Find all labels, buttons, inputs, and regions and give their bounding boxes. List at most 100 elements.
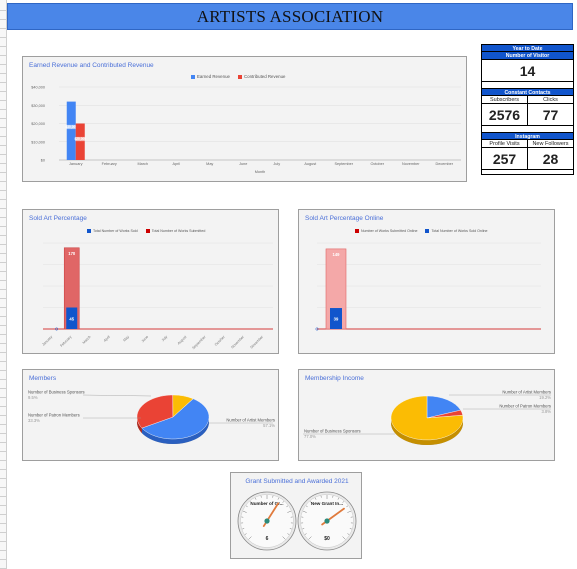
x-tick-label: June — [239, 162, 247, 166]
x-tick-label: December — [435, 162, 453, 166]
x-tick-label: July — [161, 335, 168, 342]
bar-label-sold-online: 39 — [334, 317, 339, 322]
legend-item-sold-online: Total Number of Works Sold Online — [425, 229, 488, 234]
x-tick-label: August — [304, 162, 317, 166]
gauge-label: Number of Gr... — [250, 501, 283, 506]
x-axis-title: Month — [255, 170, 266, 174]
slice-percent-label: 3.8% — [541, 409, 551, 414]
members-chart-card[interactable]: Members Number of Business Sponsors 9.5% N… — [22, 369, 279, 461]
grant-gauge-title: Grant Submitted and Awarded 2021 — [245, 478, 349, 485]
sold-art-chart-plot: January February March April May June July Augu… — [41, 242, 273, 350]
slice-percent-label: 57.1% — [263, 423, 275, 428]
x-tick-label: February — [59, 335, 72, 348]
y-tick-label: $20,000 — [31, 122, 45, 126]
clicks-label: Clicks — [528, 96, 574, 104]
x-tick-label: October — [214, 334, 226, 346]
ig-values-row: 257 28 — [481, 148, 574, 170]
grant-gauges: Number of Gr... 6 New Grant In... $0 — [237, 491, 357, 551]
members-chart-title: Members — [29, 375, 57, 382]
income-chart-card[interactable]: Membership Income Number of Artist Membe… — [298, 369, 555, 461]
pie-slice-number-of-artist-members — [141, 398, 210, 440]
x-tick-label: March — [82, 335, 92, 345]
visitors-header: Number of Visitor — [481, 52, 574, 60]
gauge-tick — [248, 536, 252, 540]
legend-item-works-sold: Total Number of Works Sold — [87, 229, 138, 234]
new-followers-value: 28 — [528, 148, 574, 170]
clicks-value: 77 — [528, 104, 574, 126]
revenue-chart-card[interactable]: Earned Revenue and Contributed Revenue E… — [22, 56, 467, 182]
gauge-tick — [277, 497, 279, 500]
gauge-tick — [244, 533, 247, 535]
x-tick-label: January — [41, 335, 53, 347]
x-tick-label: September — [334, 162, 353, 166]
x-tick-label: February — [102, 162, 117, 166]
legend-item-earned: Earned Revenue — [191, 74, 230, 79]
legend-item-contributed: Contributed Revenue — [237, 74, 285, 79]
slice-percent-label: 19.2% — [539, 395, 551, 400]
slice-percent-label: 77.0% — [304, 434, 316, 439]
bar-label-submitted-online: 149 — [333, 252, 341, 257]
bar-label-works-submitted: 170 — [68, 251, 76, 256]
grant-gauge-card[interactable]: Grant Submitted and Awarded 2021 Number … — [230, 472, 362, 559]
x-tick-label: July — [273, 162, 280, 166]
sold-online-chart-title: Sold Art Percentage Online — [305, 215, 384, 222]
stats-spacer — [481, 170, 574, 175]
bar-works-sold — [66, 307, 78, 329]
y-tick-label: $30,000 — [31, 104, 45, 108]
page-title: ARTISTS ASSOCIATION — [196, 6, 384, 26]
ytd-header: Year to Date — [481, 44, 574, 52]
gauge-tick — [282, 536, 286, 540]
gauge-tick — [242, 510, 247, 513]
legend-item-works-submitted: Total Number of Works Submitted — [145, 229, 205, 234]
data-label: $20,000 — [74, 137, 86, 141]
gauge-tick — [342, 536, 346, 540]
slice-percent-label: 9.5% — [28, 395, 38, 400]
gauge-tick — [287, 533, 290, 535]
visitors-value: 14 — [481, 60, 574, 82]
gauge-tick — [289, 528, 292, 530]
data-label-bg — [75, 136, 86, 142]
sold-online-chart-plot: 149 39 — [315, 242, 541, 331]
gauge-tick — [315, 497, 317, 500]
zero-marker — [315, 327, 319, 331]
ig-labels-row: Profile Visits New Followers — [481, 140, 574, 148]
gauge-label: New Grant In... — [311, 501, 343, 506]
gauge-tick — [282, 501, 285, 503]
cc-values-row: 2576 77 — [481, 104, 574, 126]
gauge-tick — [349, 528, 352, 530]
zero-marker — [55, 327, 59, 331]
row-gutter — [0, 0, 7, 569]
gauge-tick — [347, 510, 352, 513]
pie-slice-number-of-business-sponsors — [390, 395, 464, 441]
slice-name-label: Number of Business Sponsors — [28, 390, 85, 395]
instagram-header: Instagram — [481, 132, 574, 140]
slice-name-label: Number of Business Sponsors — [304, 429, 361, 434]
gauge-tick — [286, 505, 289, 508]
revenue-chart-title: Earned Revenue and Contributed Revenue — [29, 62, 154, 69]
stats-spacer — [481, 82, 574, 88]
gauge-tick — [346, 505, 349, 508]
gauge-tick — [342, 501, 345, 503]
bar-earned-revenue — [66, 101, 76, 160]
revenue-chart-legend: Earned Revenue Contributed Revenue — [191, 74, 285, 79]
data-label: $30,000 — [65, 125, 77, 129]
x-tick-label: May — [206, 162, 213, 166]
gauge-hub — [264, 518, 270, 524]
subscribers-label: Subscribers — [481, 96, 528, 104]
new-followers-label: New Followers — [528, 140, 574, 148]
gauge-tick — [337, 497, 339, 500]
bar-label-works-sold: 45 — [69, 316, 74, 321]
sold-art-chart-card[interactable]: Sold Art Percentage Total Number of Work… — [22, 209, 279, 354]
data-label-bg — [66, 124, 77, 130]
x-tick-label: April — [103, 335, 111, 343]
slice-name-label: Number of Patron Members — [499, 404, 551, 409]
gauge-value: $0 — [324, 536, 330, 542]
sold-online-chart-card[interactable]: Sold Art Percentage Online Number of Wor… — [298, 209, 555, 354]
sold-online-legend: Number of Works Submitted Online Total N… — [355, 229, 488, 234]
x-tick-label: March — [137, 162, 148, 166]
y-tick-label: $10,000 — [31, 140, 45, 144]
revenue-chart-plot: $0 $10,000 $20,000 $30,000 $40,000 January Feb… — [31, 86, 461, 174]
x-tick-label: January — [69, 162, 83, 166]
